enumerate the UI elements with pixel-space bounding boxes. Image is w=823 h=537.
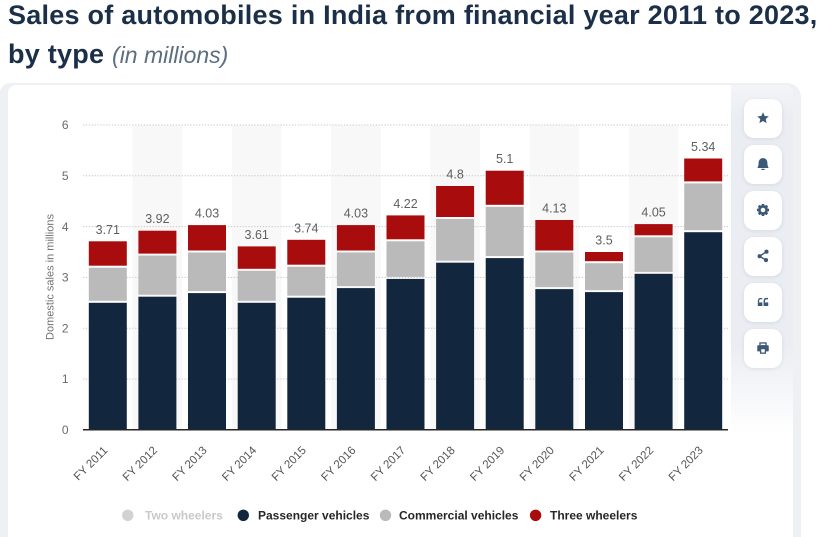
svg-text:FY 2013: FY 2013 — [171, 445, 210, 484]
svg-text:6: 6 — [62, 118, 69, 132]
svg-text:FY 2019: FY 2019 — [468, 445, 507, 484]
svg-text:FY 2021: FY 2021 — [568, 445, 607, 484]
svg-text:4.03: 4.03 — [344, 207, 368, 221]
svg-text:FY 2020: FY 2020 — [518, 445, 557, 484]
svg-text:4.03: 4.03 — [195, 207, 219, 221]
svg-text:4.8: 4.8 — [446, 168, 463, 182]
svg-text:4.22: 4.22 — [393, 197, 417, 211]
svg-text:3.74: 3.74 — [294, 221, 318, 235]
svg-text:3: 3 — [62, 271, 69, 285]
svg-text:5: 5 — [62, 169, 69, 183]
svg-text:Three wheelers: Three wheelers — [550, 509, 638, 523]
svg-text:3.5: 3.5 — [595, 234, 612, 248]
svg-text:FY 2023: FY 2023 — [667, 445, 706, 484]
svg-text:3.92: 3.92 — [145, 212, 169, 226]
svg-text:Domestic sales in millions: Domestic sales in millions — [45, 214, 57, 340]
svg-text:FY 2015: FY 2015 — [270, 445, 309, 484]
svg-text:3.61: 3.61 — [245, 228, 269, 242]
svg-text:FY 2012: FY 2012 — [121, 445, 160, 484]
svg-text:FY 2011: FY 2011 — [72, 445, 110, 483]
svg-text:Two wheelers: Two wheelers — [145, 509, 223, 523]
svg-text:Passenger vehicles: Passenger vehicles — [258, 509, 370, 523]
svg-text:FY 2018: FY 2018 — [419, 445, 458, 484]
svg-text:0: 0 — [62, 423, 69, 437]
svg-text:5.1: 5.1 — [496, 152, 513, 166]
svg-text:FY 2017: FY 2017 — [369, 445, 408, 484]
svg-text:5.34: 5.34 — [691, 140, 715, 154]
svg-text:FY 2022: FY 2022 — [617, 445, 656, 484]
svg-text:Commercial vehicles: Commercial vehicles — [399, 509, 519, 523]
svg-text:4.13: 4.13 — [542, 202, 566, 216]
svg-text:4: 4 — [62, 220, 69, 234]
svg-text:1: 1 — [62, 372, 69, 386]
svg-text:4.05: 4.05 — [641, 206, 665, 220]
svg-text:3.71: 3.71 — [96, 223, 120, 237]
svg-text:FY 2014: FY 2014 — [220, 444, 260, 484]
svg-text:2: 2 — [62, 321, 69, 335]
svg-text:FY 2016: FY 2016 — [319, 445, 358, 484]
